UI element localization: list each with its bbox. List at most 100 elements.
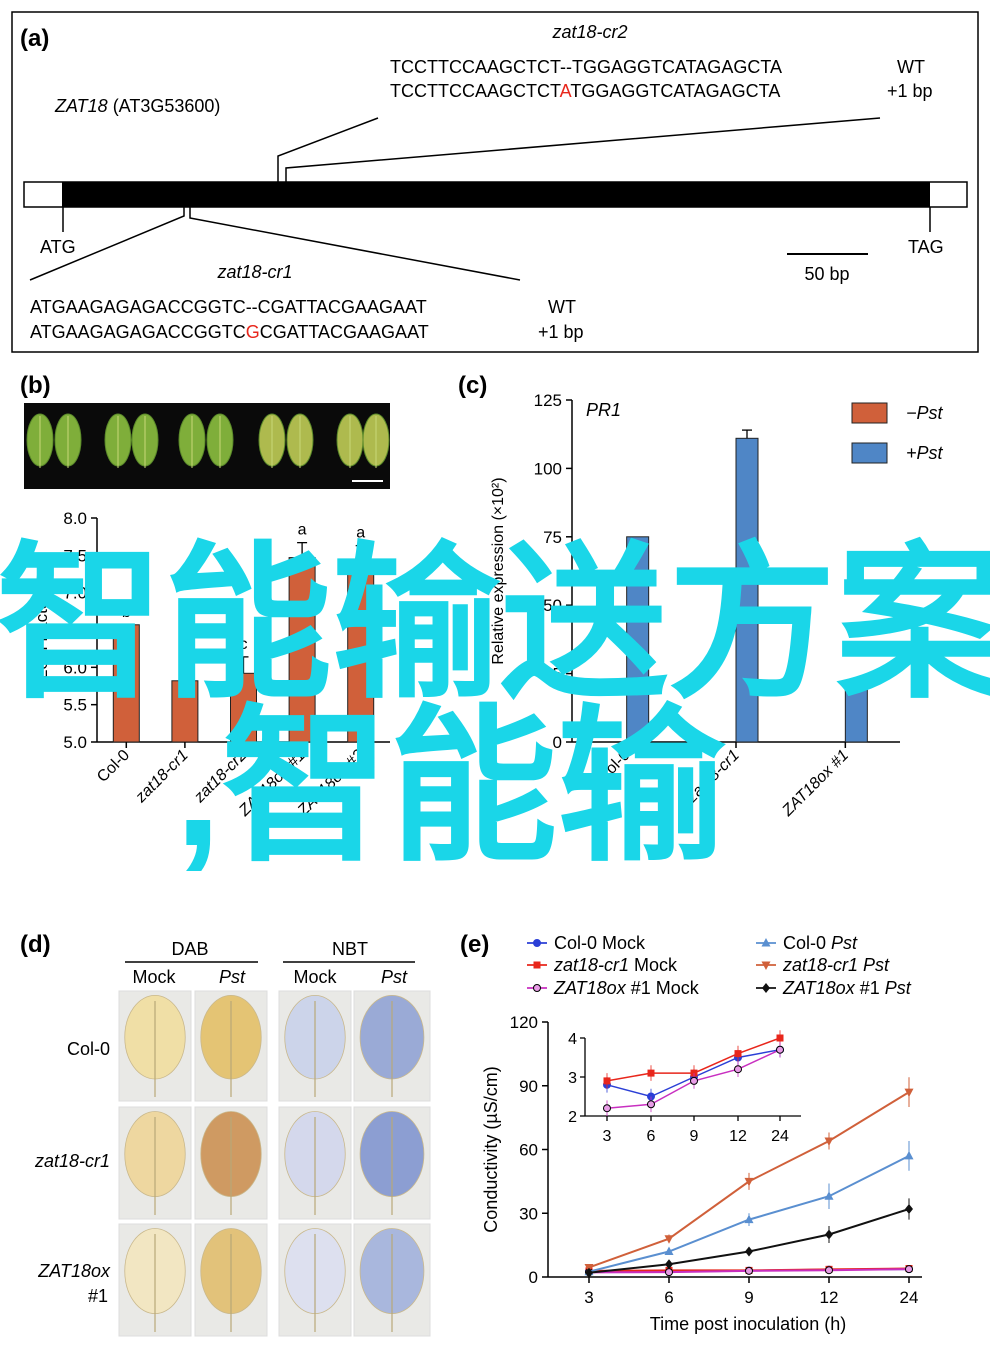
- b-bar-3: [288, 557, 316, 743]
- b-ylabel: Leaf bacteria: [32, 580, 51, 679]
- c-ytick-label: 100: [534, 459, 562, 478]
- row-ox: ZAT18ox: [37, 1261, 111, 1281]
- e-inset-ytick-label: 4: [568, 1031, 577, 1048]
- e-point-3-1: [664, 1246, 674, 1255]
- e-point-2-2: [745, 1266, 753, 1275]
- e-inset-point-2-2: [690, 1076, 698, 1085]
- b-ytick-label: 7.0: [63, 584, 87, 603]
- tag-label: TAG: [908, 237, 944, 257]
- e-inset-point-2-0: [603, 1104, 611, 1113]
- overlay-line-2: ,智能输: [175, 693, 727, 881]
- panel-a-label: (a): [20, 25, 49, 52]
- cr2-mut-seq: TCCTTCCAAGCTCTATGGAGGTCATAGAGCTA: [390, 81, 780, 101]
- e-point-4-2: [744, 1177, 754, 1187]
- cr1-wt-seq: ATGAAGAGAGACCGGTC--CGATTACGAAGAAT: [30, 297, 427, 317]
- c-ytick-label: 50: [543, 596, 562, 615]
- e-legend-label-3: Col-0 Pst: [783, 933, 858, 953]
- c-title: PR1: [586, 400, 621, 420]
- e-point-5-3: [825, 1229, 833, 1240]
- cr2-wt-seq: TCCTTCCAAGCTCT--TGGAGGTCATAGAGCTA: [390, 57, 782, 77]
- c-ylabel: Relative expression (×10²): [490, 477, 507, 664]
- scale-label: 50 bp: [804, 264, 849, 284]
- e-point-5-4: [905, 1204, 913, 1214]
- e-xtick-label: 12: [820, 1288, 839, 1307]
- e-ytick-label: 60: [519, 1141, 538, 1160]
- e-xtick-label: 9: [744, 1288, 753, 1307]
- c-legend-swatch-1: [851, 442, 888, 464]
- e-ytick-label: 90: [519, 1077, 538, 1096]
- b-ytick-label: 7.5: [63, 546, 87, 565]
- overlay-line-1: 智能输送方案: [0, 530, 990, 718]
- e-inset-xtick-label: 12: [729, 1128, 747, 1145]
- e-inset-point-1-0: [603, 1077, 611, 1085]
- cr1-callout-right: [189, 207, 521, 281]
- panel-b-label: (b): [20, 372, 51, 399]
- e-xtick-label: 24: [900, 1288, 919, 1307]
- e-inset-xtick-label: 3: [603, 1128, 612, 1145]
- b-bar-4: [347, 560, 375, 743]
- e-point-2-1: [665, 1268, 673, 1277]
- c-ytick-label: 25: [543, 665, 562, 684]
- c-bar-plus-0: [626, 536, 650, 743]
- nbt-header: NBT: [332, 939, 368, 959]
- e-point-4-3: [824, 1137, 834, 1146]
- gene-title: ZAT18 (AT3G53600): [54, 96, 220, 116]
- b-xtick-label-0: Col-0: [94, 747, 133, 786]
- e-legend-marker-5: [762, 983, 770, 993]
- e-legend-label-5: ZAT18ox #1 Pst: [782, 978, 912, 998]
- e-point-5-1: [665, 1259, 673, 1270]
- panel-d: (d) DAB NBT Mock Pst Mock Pst Col-0 zat1…: [20, 931, 431, 1337]
- e-legend-marker-0: [533, 939, 541, 947]
- leaf-stain-grid: [118, 990, 431, 1337]
- c-ytick-label: 0: [553, 733, 562, 752]
- c-legend-label-0: −Pst: [906, 403, 944, 423]
- e-point-5-2: [745, 1246, 753, 1257]
- e-point-4-1: [664, 1235, 674, 1244]
- atg-label: ATG: [40, 237, 76, 257]
- e-point-2-3: [825, 1266, 833, 1275]
- e-legend-label-2: ZAT18ox #1 Mock: [553, 978, 700, 998]
- e-legend-label-1: zat18-cr1 Mock: [553, 955, 678, 975]
- e-ytick-label: 30: [519, 1204, 538, 1223]
- cr1-mut-label: +1 bp: [538, 322, 584, 342]
- b-letter-2: c: [240, 636, 248, 653]
- e-legend-marker-2: [533, 984, 541, 992]
- overlay-watermark: 智能输送方案 ,智能输: [0, 530, 990, 881]
- e-point-4-4: [904, 1088, 914, 1098]
- row-cr1: zat18-cr1: [34, 1151, 110, 1171]
- leaf-photos: [26, 413, 390, 468]
- cr1-callout-left: [29, 207, 185, 281]
- e-point-3-3: [824, 1191, 834, 1200]
- panel-d-label: (d): [20, 931, 51, 958]
- e-inset-xtick-label: 9: [690, 1128, 699, 1145]
- b-ytick-label: 6.0: [63, 658, 87, 677]
- panel-e-label: (e): [460, 931, 489, 958]
- e-legend-marker-1: [533, 961, 541, 969]
- b-letter-3: a: [298, 522, 307, 539]
- e-legend-marker-4: [761, 961, 771, 970]
- e-ytick-label: 0: [529, 1268, 538, 1287]
- c-ytick-label: 75: [543, 528, 562, 547]
- e-inset-point-1-3: [734, 1050, 742, 1058]
- cr1-mut-seq: ATGAAGAGAGACCGGTCGCGATTACGAAGAAT: [30, 322, 429, 342]
- c-legend-label-1: +Pst: [906, 443, 944, 463]
- b-letter-1: c: [181, 642, 189, 659]
- b-letter-4: a: [356, 525, 365, 542]
- e-legend-label-4: zat18-cr1 Pst: [782, 955, 890, 975]
- col-mock-2: Mock: [293, 967, 337, 987]
- c-ytick-label: 125: [534, 391, 562, 410]
- e-xtick-label: 3: [584, 1288, 593, 1307]
- e-point-5-0: [585, 1267, 593, 1278]
- e-legend-marker-3: [761, 938, 771, 947]
- dab-header: DAB: [171, 939, 208, 959]
- e-inset-point-1-1: [647, 1069, 655, 1077]
- e-inset-xtick-label: 6: [647, 1128, 656, 1145]
- cr2-wt-label: WT: [897, 57, 925, 77]
- e-inset-ytick-label: 3: [568, 1070, 577, 1087]
- row-ox-line: #1: [88, 1286, 108, 1306]
- col-pst-1: Pst: [219, 967, 246, 987]
- e-inset-point-1-4: [776, 1034, 784, 1042]
- gene-cds-bar: [62, 182, 930, 207]
